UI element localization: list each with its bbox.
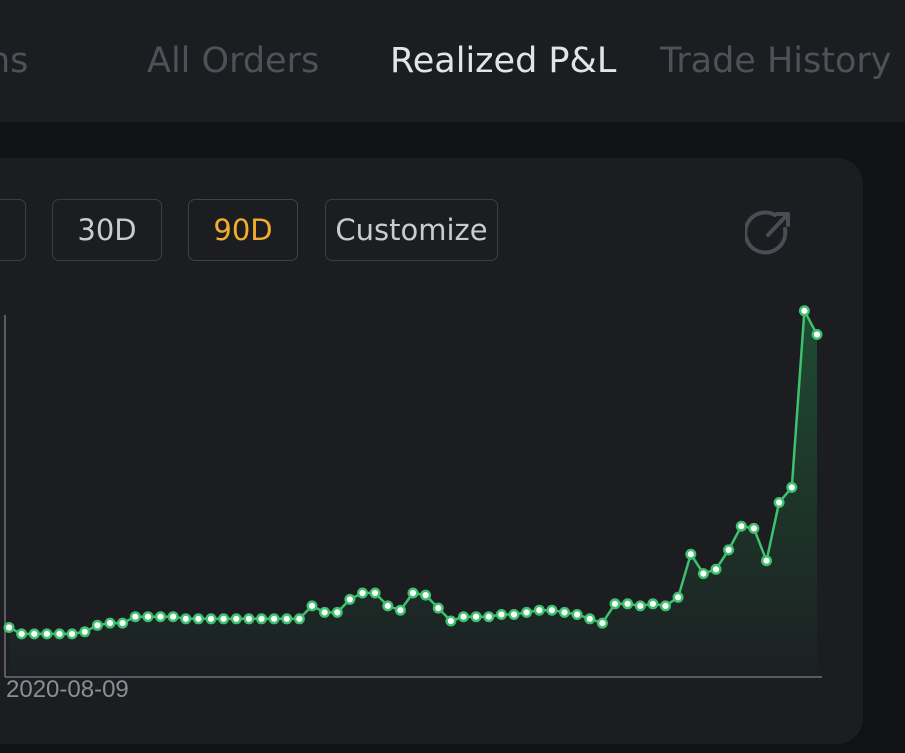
data-point bbox=[243, 613, 255, 625]
realized-pnl-chart bbox=[3, 305, 823, 678]
data-point bbox=[407, 587, 419, 599]
data-point bbox=[735, 520, 747, 532]
tab-realized-pnl[interactable]: Realized P&L bbox=[390, 41, 617, 81]
data-point bbox=[596, 617, 608, 629]
data-point bbox=[54, 628, 66, 640]
data-point bbox=[685, 548, 697, 560]
data-point bbox=[508, 609, 520, 621]
data-point bbox=[306, 600, 318, 612]
data-point bbox=[394, 604, 406, 616]
data-point bbox=[344, 593, 356, 605]
data-point bbox=[546, 604, 558, 616]
data-point bbox=[369, 587, 381, 599]
data-point bbox=[647, 598, 659, 610]
data-point bbox=[559, 606, 571, 618]
data-point bbox=[445, 615, 457, 627]
tab-positions[interactable]: ns bbox=[0, 41, 29, 81]
data-point bbox=[218, 613, 230, 625]
data-point bbox=[66, 628, 78, 640]
tab-trade-history[interactable]: Trade History bbox=[660, 41, 892, 81]
data-point bbox=[533, 604, 545, 616]
area-fill bbox=[9, 310, 817, 677]
data-point bbox=[748, 522, 760, 534]
data-point bbox=[357, 587, 369, 599]
data-point bbox=[697, 568, 709, 580]
tab-all-orders[interactable]: All Orders bbox=[147, 41, 320, 81]
data-point bbox=[495, 609, 507, 621]
data-point bbox=[91, 619, 103, 631]
data-point bbox=[192, 613, 204, 625]
data-point bbox=[458, 611, 470, 623]
data-point bbox=[470, 611, 482, 623]
data-point bbox=[205, 613, 217, 625]
data-point bbox=[584, 613, 596, 625]
data-point bbox=[811, 329, 823, 341]
range-button-7d[interactable] bbox=[0, 199, 26, 261]
data-point bbox=[28, 628, 40, 640]
data-point bbox=[268, 613, 280, 625]
data-point bbox=[319, 606, 331, 618]
data-point bbox=[432, 602, 444, 614]
share-arrow-icon[interactable] bbox=[743, 209, 793, 257]
data-point bbox=[660, 600, 672, 612]
data-point bbox=[41, 628, 53, 640]
data-point bbox=[571, 609, 583, 621]
data-point bbox=[104, 617, 116, 629]
data-point bbox=[180, 613, 192, 625]
data-point bbox=[167, 611, 179, 623]
data-point bbox=[331, 606, 343, 618]
data-point bbox=[609, 598, 621, 610]
data-point bbox=[3, 622, 15, 634]
data-point bbox=[773, 496, 785, 508]
x-tick-label: 2020-08-09 bbox=[6, 676, 129, 703]
data-point bbox=[230, 613, 242, 625]
data-point bbox=[483, 611, 495, 623]
data-point bbox=[622, 598, 634, 610]
data-point bbox=[142, 611, 154, 623]
data-point bbox=[281, 613, 293, 625]
tab-bar: ns All Orders Realized P&L Trade History bbox=[0, 0, 905, 122]
data-point bbox=[79, 626, 91, 638]
data-point bbox=[634, 600, 646, 612]
data-point bbox=[786, 481, 798, 493]
data-point bbox=[723, 544, 735, 556]
data-point bbox=[521, 606, 533, 618]
range-button-30d[interactable]: 30D bbox=[52, 199, 162, 261]
data-point bbox=[420, 589, 432, 601]
data-point bbox=[129, 611, 141, 623]
data-point bbox=[16, 628, 28, 640]
range-button-customize[interactable]: Customize bbox=[325, 199, 498, 261]
data-point bbox=[117, 617, 129, 629]
data-point bbox=[154, 611, 166, 623]
data-point bbox=[672, 591, 684, 603]
range-button-90d[interactable]: 90D bbox=[188, 199, 298, 261]
data-point bbox=[256, 613, 268, 625]
data-point bbox=[293, 613, 305, 625]
data-point bbox=[798, 305, 810, 317]
data-points bbox=[3, 305, 823, 640]
data-point bbox=[382, 600, 394, 612]
data-point bbox=[710, 563, 722, 575]
data-point bbox=[761, 555, 773, 567]
